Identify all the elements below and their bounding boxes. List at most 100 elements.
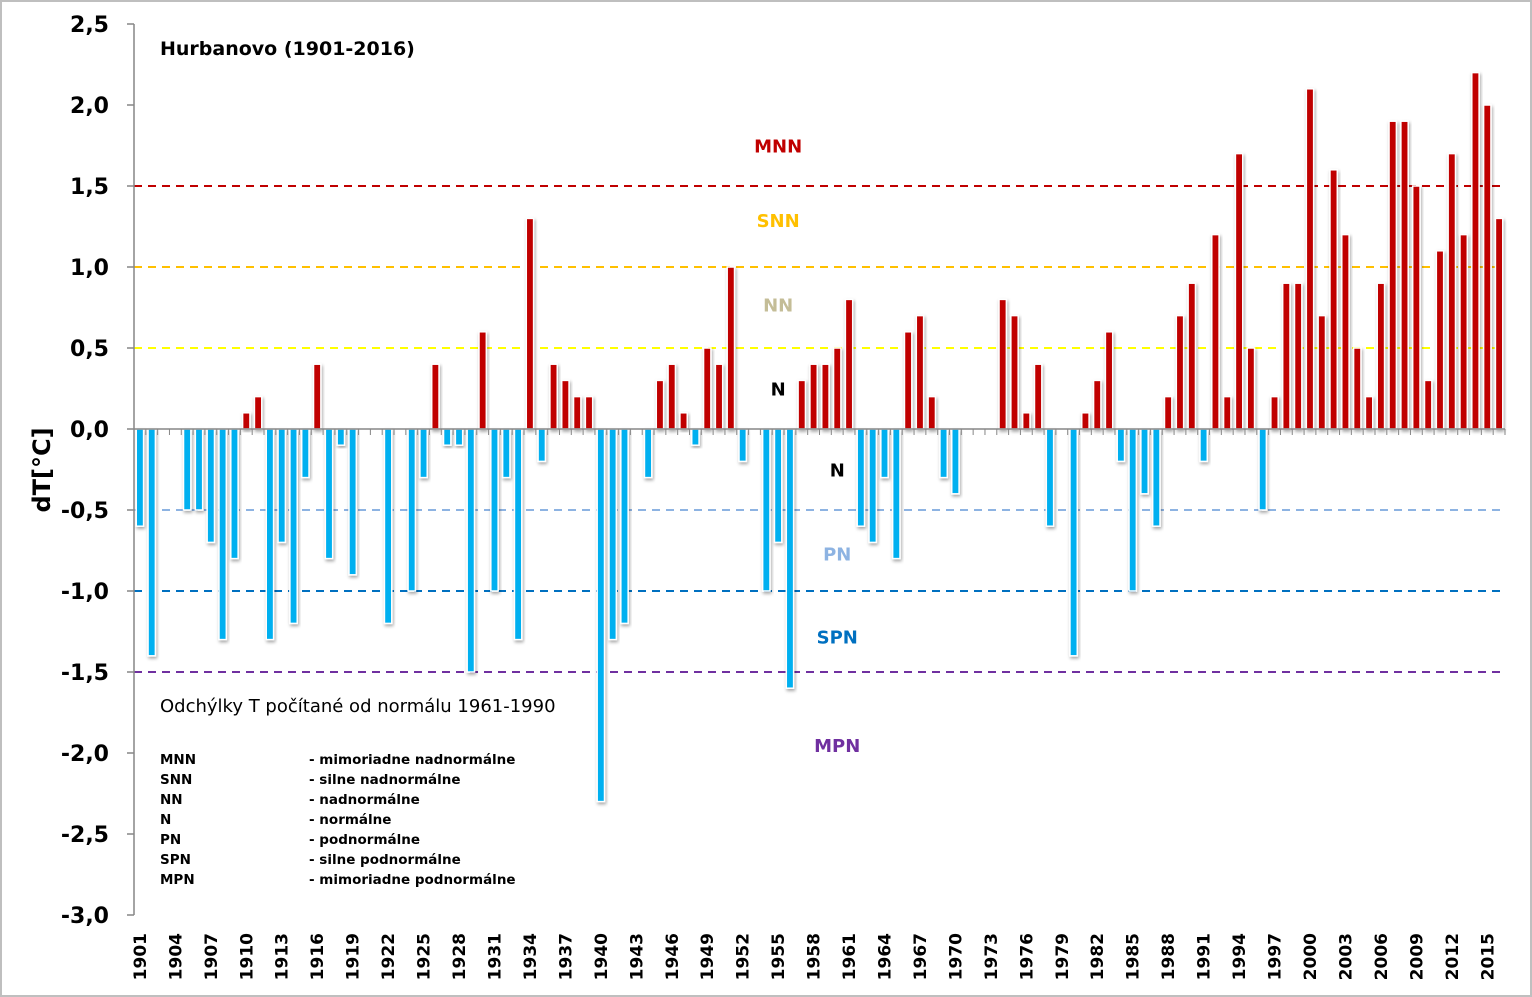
bar: 1967: 0.7 (915, 314, 925, 430)
bar: 1936: 0.4 (549, 363, 558, 430)
bar: 1960: 0.5 (832, 347, 842, 430)
y-ticks: 2,5 2,0 1,5 1,0 0,5 0,0 -0,5 -1,0 -1,5 -2,0 -2,5 -3… (61, 13, 134, 929)
x-tick-label: 1997 (1266, 933, 1286, 980)
bar: 1952: -0.2 (738, 428, 748, 463)
x-tick-label: 1955 (769, 933, 789, 980)
legend-code: MPN (160, 872, 195, 888)
bar: 2006: 0.9 (1376, 282, 1386, 430)
bar: 1905: -0.5 (182, 428, 192, 511)
bar: 1942: -1.2 (620, 428, 629, 625)
zone-label-spn: SPN (817, 627, 858, 648)
chart-title: Hurbanovo (1901-2016) (160, 38, 415, 60)
bar: 1929: -1.5 (466, 428, 476, 673)
bar: 1930: 0.6 (478, 331, 488, 430)
x-tick-label: 1940 (592, 933, 612, 980)
threshold-lines (134, 185, 1505, 673)
x-ticks: 1901 1904 1907 1910 1913 1916 1919 1922 1925 1928… (131, 429, 1506, 980)
bar: 1922: -1.2 (383, 428, 393, 625)
bar: 2009: 1.5 (1411, 185, 1421, 430)
x-tick-label: 1994 (1230, 933, 1250, 980)
bar: 1999: 0.9 (1293, 282, 1303, 430)
x-tick-label: 2000 (1301, 933, 1321, 980)
bar: 1925: -0.3 (419, 428, 428, 479)
legend-description: - silne podnormálne (309, 852, 461, 868)
bar: 1990: 0.9 (1187, 282, 1197, 430)
x-tick-label: 1928 (450, 933, 470, 980)
bar: 2003: 1.2 (1341, 233, 1350, 430)
bar: 2008: 1.9 (1400, 120, 1409, 430)
bar: 1958: 0.4 (809, 363, 819, 430)
bar: 1947: 0.1 (679, 412, 688, 430)
bar: 1946: 0.4 (667, 363, 677, 430)
bar: 2000: 2.1 (1305, 88, 1315, 430)
bar: 1927: -0.1 (442, 428, 452, 446)
y-tick-label: 2,5 (70, 13, 109, 38)
zone-label-nn: NN (763, 295, 793, 316)
bar: 1969: -0.3 (939, 428, 949, 479)
zone-label-n: N (771, 380, 786, 401)
legend-code: SPN (160, 852, 191, 868)
bar: 1928: -0.1 (454, 428, 464, 446)
y-tick-label: 2,0 (70, 94, 109, 119)
x-tick-label: 1958 (805, 933, 825, 980)
bar: 1944: -0.3 (643, 428, 653, 479)
legend-description: - mimoriadne podnormálne (309, 872, 516, 888)
legend-code: MNN (160, 752, 196, 768)
bar: 1966: 0.6 (903, 331, 913, 430)
legend-code: N (160, 812, 171, 828)
x-tick-label: 1970 (946, 933, 966, 980)
bar: 1910: 0.1 (241, 412, 251, 430)
x-tick-label: 1937 (556, 933, 576, 980)
bar: 2004: 0.5 (1352, 347, 1362, 430)
bar: 2010: 0.3 (1423, 379, 1433, 430)
bar: 2002: 1.6 (1329, 169, 1339, 430)
x-tick-label: 1979 (1053, 933, 1073, 980)
bar: 2014: 2.2 (1471, 71, 1480, 430)
bar: 1935: -0.2 (537, 428, 547, 463)
bar: 1997: 0.2 (1270, 395, 1279, 430)
bar: 1911: 0.2 (253, 395, 263, 430)
x-tick-label: 1925 (415, 933, 435, 980)
bar: 1939: 0.2 (584, 395, 594, 430)
bar: 1987: -0.6 (1151, 428, 1161, 527)
bar: 1978: -0.6 (1045, 428, 1055, 527)
bar: 1912: -1.3 (265, 428, 275, 641)
x-tick-label: 1991 (1195, 933, 1215, 980)
x-tick-label: 1922 (379, 933, 399, 980)
legend-code: PN (160, 832, 181, 848)
bar: 1941: -1.3 (608, 428, 618, 641)
x-tick-label: 2009 (1407, 933, 1427, 980)
bar: 1948: -0.1 (690, 428, 700, 446)
legend-description: - silne nadnormálne (309, 772, 461, 788)
x-tick-label: 1931 (485, 933, 505, 980)
bar: 2016: 1.3 (1494, 217, 1504, 430)
x-tick-label: 1907 (202, 933, 222, 980)
zone-label-mpn: MPN (814, 736, 860, 757)
x-tick-label: 1988 (1159, 933, 1179, 980)
legend: MNN - mimoriadne nadnormálne SNN - silne na… (160, 752, 516, 888)
bar: 1931: -1 (490, 428, 499, 592)
y-tick-label: -2,0 (61, 742, 109, 767)
zone-label-mnn: MNN (754, 137, 802, 158)
y-tick-label: -0,5 (61, 499, 109, 524)
legend-code: SNN (160, 772, 192, 788)
bar: 1924: -1 (407, 428, 417, 592)
bar: 1998: 0.9 (1281, 282, 1291, 430)
bar: 2001: 0.7 (1317, 314, 1327, 430)
bar: 1915: -0.3 (300, 428, 310, 479)
x-tick-label: 1910 (237, 933, 257, 980)
bar: 1957: 0.3 (797, 379, 807, 430)
bar: 1975: 0.7 (1010, 314, 1019, 430)
x-tick-label: 1901 (131, 933, 151, 980)
y-tick-label: -3,0 (61, 904, 109, 929)
y-tick-label: -1,0 (61, 580, 109, 605)
y-tick-label: 1,0 (70, 256, 109, 281)
bar: 1938: 0.2 (572, 395, 582, 430)
bar: 1989: 0.7 (1175, 314, 1185, 430)
y-tick-label: -1,5 (61, 661, 109, 686)
bar: 1926: 0.4 (430, 363, 440, 430)
bar: 1913: -0.7 (277, 428, 287, 544)
x-tick-label: 2012 (1443, 933, 1463, 980)
bar: 1956: -1.6 (785, 428, 795, 689)
